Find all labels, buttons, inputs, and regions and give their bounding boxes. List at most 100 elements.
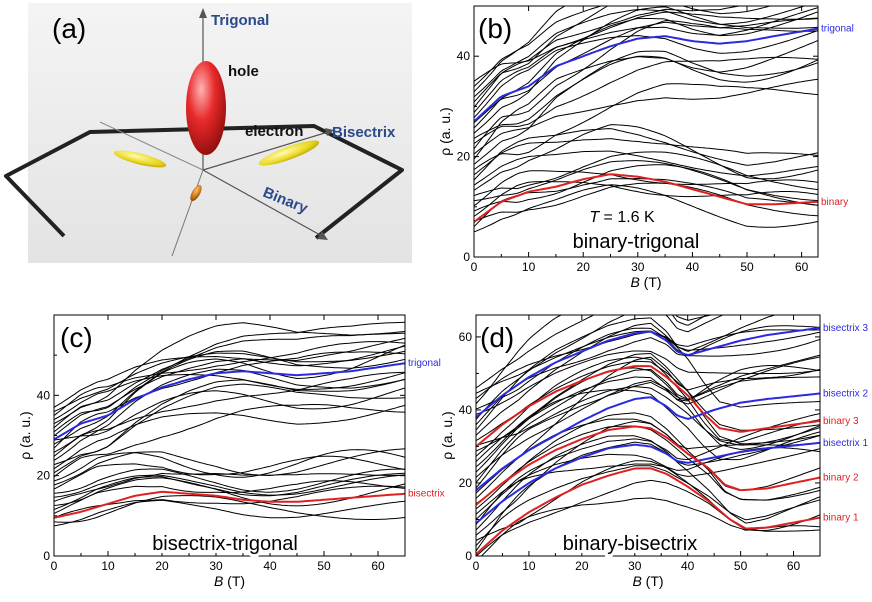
background-curve [476,322,820,436]
series-line-trigonal [474,27,818,123]
background-curve [54,449,405,482]
y-tick-label: 60 [459,330,473,344]
series-line-trigonal [54,362,405,441]
series-label: bisectrix 1 [823,438,868,449]
background-curve [474,7,818,113]
series-label: binary 1 [823,513,859,524]
binary-axis [202,169,323,237]
background-curve [474,160,818,202]
plot-frame [473,5,819,258]
background-curve [476,315,714,389]
y-tick-label: 20 [459,476,473,490]
x-tick-label: 0 [473,559,480,573]
x-tick-label: 50 [317,559,331,573]
panel-inner-label: bisectrix-trigonal [152,533,298,555]
electron-pocket-front [190,184,202,202]
x-axis-label: B (T) [630,274,661,290]
series-label: bisectrix 2 [823,389,868,400]
background-curve [474,164,818,212]
x-tick-label: 40 [263,559,277,573]
y-tick-label: 20 [37,469,51,483]
background-curve [476,315,777,431]
x-tick-label: 10 [101,559,115,573]
background-curve [476,435,820,531]
background-curve [474,150,818,186]
x-tick-label: 50 [740,260,754,274]
background-curve [474,6,743,108]
panel-d-chart: bisectrix 3 bisectrix 2 binary 3 bisectrix … [439,314,868,589]
background-curve [54,321,405,433]
background-curve [476,460,820,541]
panel-inner-label: binary-trigonal [573,231,700,253]
panel-label: (d) [480,322,514,353]
background-curve [54,372,405,421]
panel-label: (c) [60,322,93,353]
x-tick-label: 30 [209,559,223,573]
x-tick-label: 60 [795,260,809,274]
background-curve [474,6,609,103]
background-curve [474,124,818,191]
background-curve [476,315,708,405]
background-curve [54,322,405,425]
series-line-binary [474,173,818,223]
background-curve [474,56,818,145]
hole-label: hole [228,63,259,80]
background-curve [54,472,405,510]
x-tick-label: 30 [628,559,642,573]
series-line-binary-2 [476,425,820,506]
background-curve [476,421,820,536]
background-curve [54,404,405,470]
background-curve [54,474,405,498]
background-curve [474,170,818,207]
y-tick-label: 40 [457,49,471,63]
series-line-bisectrix-2 [476,392,820,492]
background-curve [476,448,820,520]
background-curves [474,6,818,233]
background-curve [474,128,818,181]
series-line-binary-1 [476,467,820,555]
panel-inner-label: binary-bisectrix [563,533,697,555]
background-curve [54,383,405,466]
x-tick-label: 50 [734,559,748,573]
background-curve [476,376,820,478]
background-curve [474,50,818,165]
bisectrix-axis-label: Bisectrix [332,124,396,141]
x-tick-label: 20 [577,260,591,274]
series-label: bisectrix 3 [823,323,868,334]
background-curve [476,327,820,410]
series-label: bisectrix [408,489,445,500]
background-curve [54,387,405,441]
y-axis-label: ρ (a. u.) [17,411,33,459]
x-axis-label: B (T) [214,573,245,589]
background-curve [54,499,405,527]
panel-a-label: (a) [52,13,86,44]
electron-label: electron [245,123,303,140]
series-line-bisectrix-3 [476,326,820,418]
background-curve [474,40,818,160]
bisectrix-axis [202,131,329,171]
background-curve [54,448,405,486]
background-curve [476,356,820,494]
axis-back [99,121,204,171]
background-curve [54,332,405,429]
background-curves [54,321,405,527]
y-tick-label: 0 [43,549,50,563]
y-tick-label: 0 [463,250,470,264]
x-tick-label: 0 [471,260,478,274]
background-curve [54,485,405,519]
x-tick-label: 40 [686,260,700,274]
background-curve [474,11,818,129]
background-curve [474,55,818,139]
background-curve [54,468,405,494]
background-curve [476,325,820,426]
background-curve [476,386,820,447]
background-curve [54,371,405,457]
background-curve [474,78,818,155]
y-tick-label: 0 [465,549,472,563]
background-curve [476,365,820,489]
background-curve [54,341,405,416]
background-curve [476,356,820,473]
y-tick-label: 20 [457,150,471,164]
y-axis-label: ρ (a. u.) [437,107,453,155]
plot-frame [475,314,821,557]
